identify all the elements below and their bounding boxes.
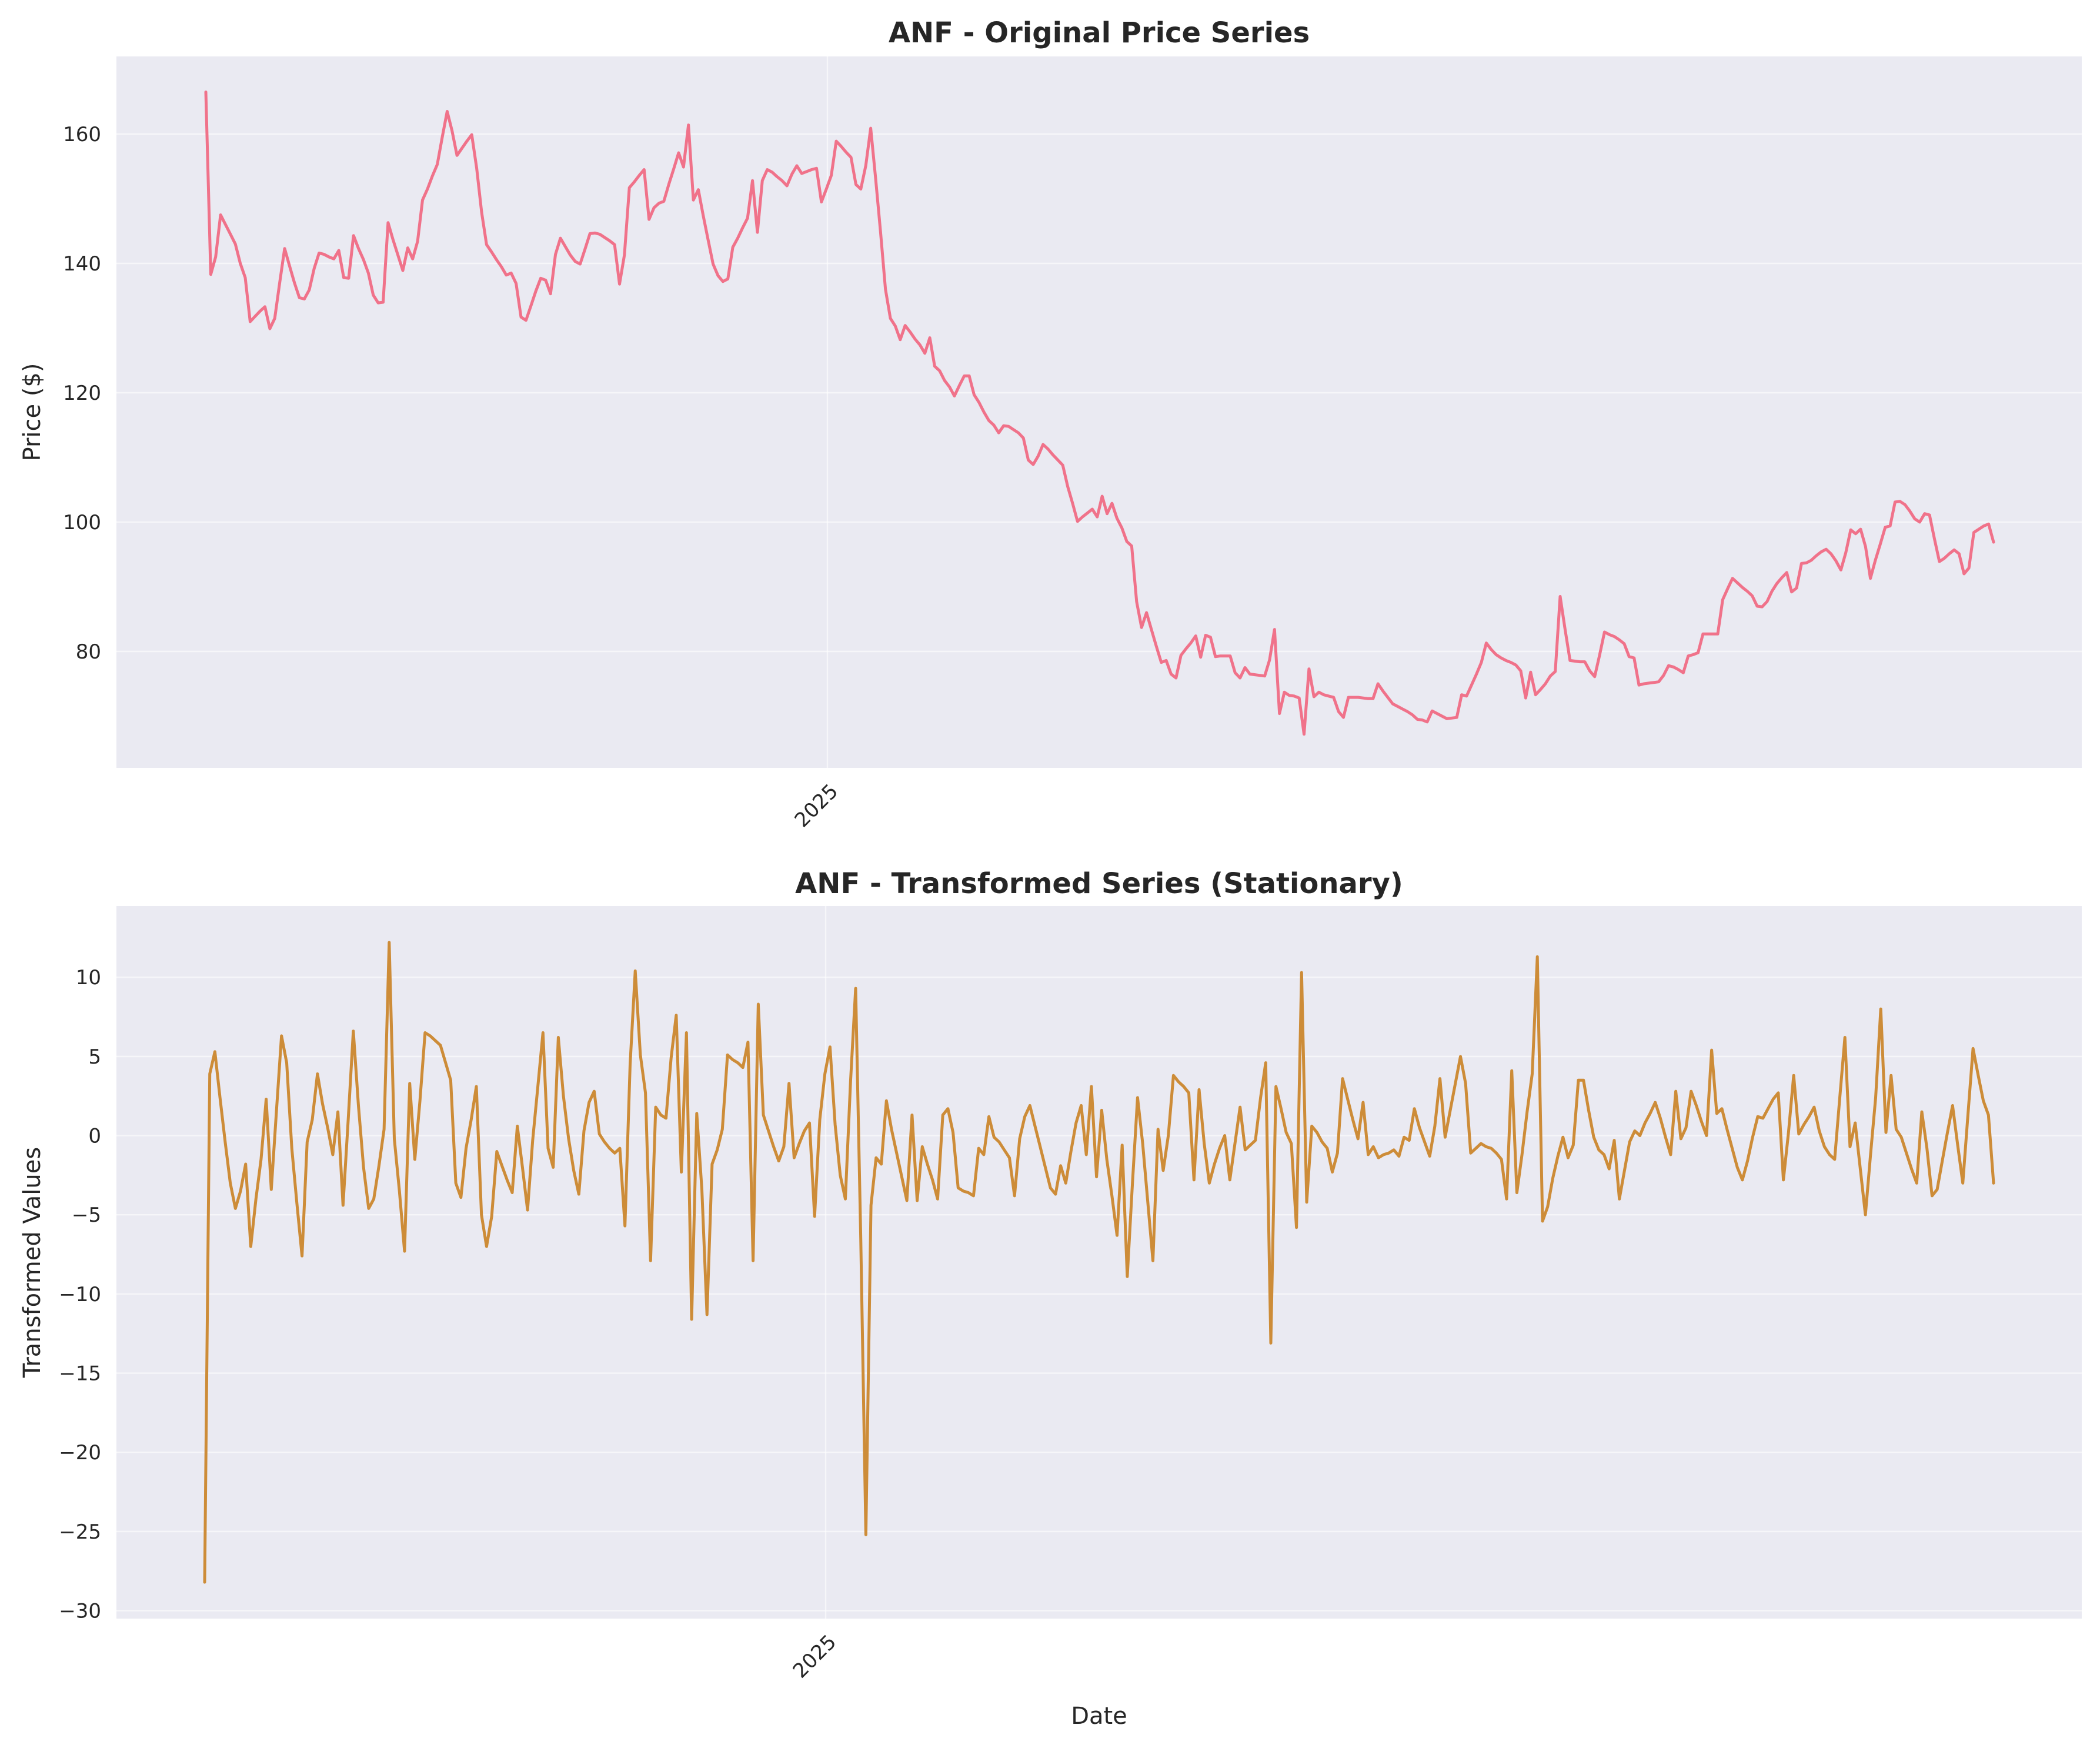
price-y-axis-label: Price ($) xyxy=(19,363,46,462)
y-tick-label: −10 xyxy=(59,1283,101,1306)
y-tick-label: −30 xyxy=(59,1600,101,1623)
transformed-chart-title: ANF - Transformed Series (Stationary) xyxy=(795,867,1403,900)
y-tick-label: −5 xyxy=(72,1204,101,1227)
y-tick-label: −15 xyxy=(59,1362,101,1386)
y-tick-label: 5 xyxy=(88,1045,101,1069)
price-chart-title: ANF - Original Price Series xyxy=(889,16,1310,49)
y-tick-label: 80 xyxy=(76,640,101,664)
price-series-line xyxy=(204,91,1995,736)
transformed-gridlines xyxy=(116,906,2082,1619)
y-tick-label: 160 xyxy=(63,123,101,146)
y-tick-label: −20 xyxy=(59,1441,101,1465)
y-tick-label: 140 xyxy=(63,252,101,276)
y-tick-label: 120 xyxy=(63,382,101,405)
transformed-series-line xyxy=(203,941,1995,1584)
transformed-plot-area xyxy=(116,906,2082,1619)
transformed-y-axis-label: Transformed Values xyxy=(19,1147,46,1378)
y-tick-label: 10 xyxy=(76,966,101,989)
y-tick-label: −25 xyxy=(59,1520,101,1544)
transformed-y-ticks: −30 −25 −20 −15 −10 −5 0 5 10 xyxy=(59,966,101,1623)
transformed-x-axis-label: Date xyxy=(1071,1703,1127,1730)
price-gridlines xyxy=(116,56,2082,768)
price-plot-area xyxy=(116,56,2082,768)
y-tick-label: 0 xyxy=(88,1125,101,1148)
y-tick-label: 100 xyxy=(63,511,101,534)
price-y-ticks: 80 100 120 140 160 xyxy=(63,123,101,664)
